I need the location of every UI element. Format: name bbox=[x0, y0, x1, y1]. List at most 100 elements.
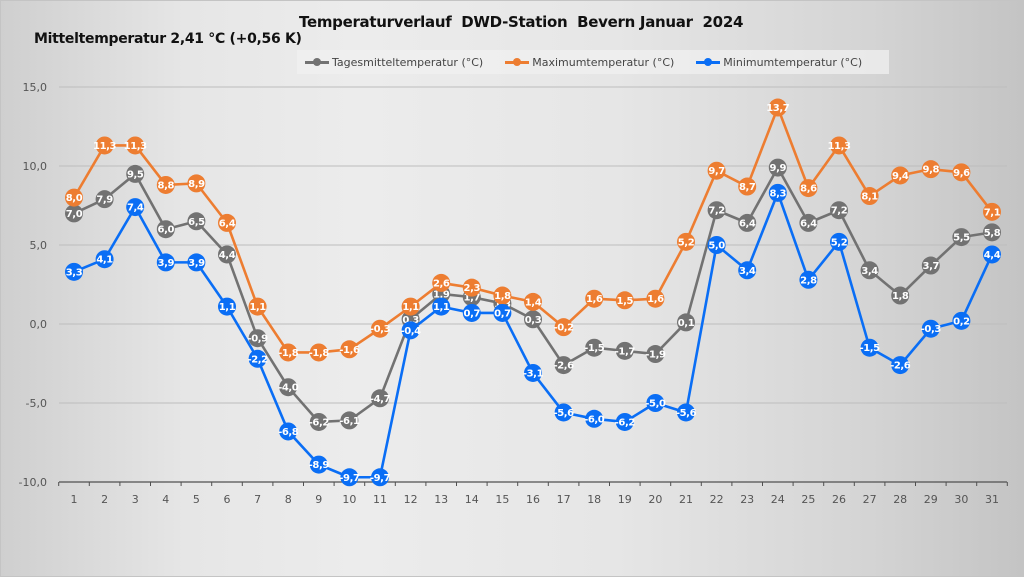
x-tick-label: 30 bbox=[954, 493, 968, 506]
data-point-min bbox=[218, 297, 236, 316]
data-label-max: 1,8 bbox=[494, 291, 511, 302]
data-label-mean: -0,9 bbox=[247, 334, 268, 345]
data-label-max: -1,8 bbox=[278, 348, 299, 359]
data-point-mean bbox=[218, 245, 236, 264]
data-point-max bbox=[585, 289, 604, 308]
x-tick-label: 12 bbox=[404, 493, 418, 506]
data-label-max: 5,2 bbox=[678, 237, 695, 248]
data-point-mean bbox=[340, 411, 359, 430]
data-label-min: 4,1 bbox=[96, 255, 113, 266]
y-tick-label: 10,0 bbox=[23, 160, 48, 173]
data-label-min: -6,2 bbox=[615, 417, 636, 428]
data-point-max bbox=[738, 177, 757, 196]
gridlines bbox=[59, 86, 1007, 404]
legend-item-mean: Tagesmitteltemperatur (°C) bbox=[305, 56, 483, 69]
data-point-mean bbox=[615, 341, 634, 360]
data-point-max bbox=[768, 98, 787, 117]
x-tick-label: 29 bbox=[924, 493, 938, 506]
data-point-min bbox=[921, 319, 940, 338]
data-point-min bbox=[401, 321, 420, 340]
data-point-max bbox=[401, 297, 420, 316]
data-label-min: 7,4 bbox=[127, 203, 144, 214]
data-point-mean bbox=[707, 201, 726, 220]
data-label-max: 8,9 bbox=[188, 179, 205, 190]
data-label-mean: 7,0 bbox=[66, 209, 83, 220]
data-label-mean: -1,5 bbox=[584, 343, 605, 354]
data-point-min bbox=[585, 409, 604, 428]
legend-item-max: Maximumtemperatur (°C) bbox=[505, 56, 674, 69]
data-label-min: 1,1 bbox=[433, 302, 450, 313]
x-tick-label: 24 bbox=[771, 493, 785, 506]
data-point-max bbox=[952, 163, 971, 182]
data-point-min bbox=[65, 262, 83, 281]
data-point-min bbox=[707, 236, 726, 254]
data-point-mean bbox=[952, 228, 971, 247]
data-point-mean bbox=[309, 412, 328, 431]
data-point-max bbox=[830, 136, 848, 155]
x-tick-label: 1 bbox=[71, 493, 78, 506]
data-point-mean bbox=[646, 345, 665, 364]
data-point-mean bbox=[891, 286, 910, 305]
data-point-min bbox=[493, 303, 512, 322]
data-point-max bbox=[279, 343, 298, 362]
data-label-min: 4,4 bbox=[984, 250, 1001, 261]
data-label-mean: 0,3 bbox=[402, 315, 419, 326]
data-label-mean: 5,5 bbox=[953, 233, 970, 244]
data-point-mean bbox=[860, 261, 879, 280]
data-label-max: 8,7 bbox=[739, 182, 756, 193]
data-label-mean: -6,2 bbox=[309, 417, 330, 428]
data-label-max: 8,8 bbox=[158, 180, 175, 191]
data-label-mean: 9,9 bbox=[770, 163, 787, 174]
data-label-mean: 0,1 bbox=[678, 318, 695, 329]
x-tick-label: 27 bbox=[863, 493, 877, 506]
x-tick-label: 31 bbox=[985, 493, 999, 506]
x-tick-label: 13 bbox=[434, 493, 448, 506]
data-label-mean: 1,9 bbox=[433, 289, 450, 300]
data-point-max bbox=[248, 297, 267, 316]
data-label-max: -0,2 bbox=[553, 323, 574, 334]
data-label-max: 7,1 bbox=[984, 207, 1001, 218]
data-point-min bbox=[371, 468, 389, 487]
y-tick-label: 0,0 bbox=[30, 318, 48, 331]
data-point-min bbox=[432, 297, 451, 316]
data-label-max: 1,5 bbox=[617, 296, 634, 307]
data-label-max: 9,8 bbox=[923, 165, 940, 176]
y-tick-label: 5,0 bbox=[30, 239, 48, 252]
x-tick-label: 2 bbox=[101, 493, 108, 506]
legend-item-min: Minimumtemperatur (°C) bbox=[696, 56, 862, 69]
data-label-max: -1,8 bbox=[309, 348, 330, 359]
x-tick-label: 17 bbox=[557, 493, 571, 506]
data-label-mean: 3,4 bbox=[861, 266, 878, 277]
data-label-max: 1,6 bbox=[586, 294, 603, 305]
x-tick-label: 8 bbox=[285, 493, 292, 506]
data-label-max: 6,4 bbox=[219, 218, 236, 229]
data-label-min: -2,2 bbox=[247, 354, 268, 365]
data-label-max: 13,7 bbox=[766, 103, 790, 114]
data-label-max: 1,1 bbox=[249, 302, 266, 313]
x-tick-label: 7 bbox=[254, 493, 261, 506]
data-label-mean: 6,4 bbox=[800, 218, 817, 229]
data-point-mean bbox=[585, 338, 604, 357]
data-point-mean bbox=[799, 213, 818, 232]
data-label-max: 2,6 bbox=[433, 278, 450, 289]
data-label-max: 1,1 bbox=[402, 302, 419, 313]
data-point-min bbox=[830, 232, 848, 251]
y-tick-label: 15,0 bbox=[23, 81, 48, 94]
data-label-min: 1,1 bbox=[219, 302, 236, 313]
data-point-min bbox=[554, 403, 573, 422]
data-point-min bbox=[768, 183, 787, 202]
data-label-min: 8,3 bbox=[770, 188, 787, 199]
data-point-min bbox=[860, 338, 879, 357]
data-point-min bbox=[126, 198, 145, 217]
data-label-min: 5,0 bbox=[708, 241, 725, 252]
legend-label-mean: Tagesmitteltemperatur (°C) bbox=[332, 55, 484, 69]
data-point-min bbox=[462, 303, 481, 322]
data-point-min bbox=[340, 468, 359, 487]
data-point-min bbox=[952, 311, 971, 330]
series-min: 3,3 4,1 7,4 3,9 3,9 1,1 -2,2 -6,8 -8,9 -9,7 -9,7 -0… bbox=[65, 183, 1001, 487]
x-tick-label: 11 bbox=[373, 493, 387, 506]
x-tick-label: 19 bbox=[618, 493, 632, 506]
data-label-mean: -2,6 bbox=[553, 361, 574, 372]
data-point-min bbox=[248, 349, 267, 368]
data-point-min bbox=[799, 270, 818, 289]
